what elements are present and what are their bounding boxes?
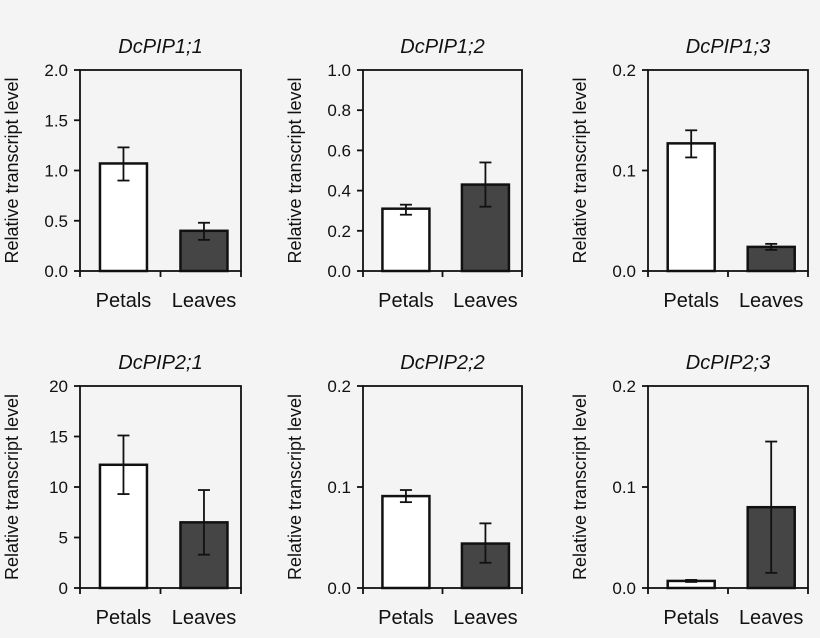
y-tick-label: 0.1 xyxy=(612,478,636,497)
y-tick-label: 10 xyxy=(49,478,68,497)
panel-title: DcPIP2;1 xyxy=(118,352,202,374)
y-tick-label: 0.8 xyxy=(327,101,351,120)
y-axis-label: Relative transcript level xyxy=(2,394,22,580)
y-tick-label: 0 xyxy=(59,579,68,598)
y-tick-label: 0.2 xyxy=(612,61,636,80)
y-axis-label: Relative transcript level xyxy=(285,394,305,580)
y-tick-label: 0.5 xyxy=(44,212,68,231)
x-tick-label: Petals xyxy=(378,290,434,312)
y-tick-label: 0.1 xyxy=(612,162,636,181)
y-tick-label: 0.2 xyxy=(327,222,351,241)
y-tick-label: 1.0 xyxy=(44,162,68,181)
x-tick-label: Petals xyxy=(96,607,152,629)
x-tick-label: Petals xyxy=(378,607,434,629)
y-axis-label: Relative transcript level xyxy=(285,77,305,263)
y-tick-label: 0.6 xyxy=(327,141,351,160)
panel-dcpip1-3: DcPIP1;3 Relative transcript level Petals L… xyxy=(570,36,809,312)
x-tick-label: Petals xyxy=(663,290,719,312)
y-tick-label: 20 xyxy=(49,377,68,396)
x-tick-label: Leaves xyxy=(453,607,518,629)
panel-dcpip1-2: DcPIP1;2 Relative transcript level Petals L… xyxy=(285,36,523,312)
y-tick-label: 1.5 xyxy=(44,111,68,130)
y-tick-label: 0.4 xyxy=(327,182,351,201)
y-tick-label: 0.0 xyxy=(44,262,68,281)
bar-petals xyxy=(666,142,716,273)
x-tick-label: Leaves xyxy=(739,607,804,629)
panel-dcpip2-3: DcPIP2;3 Relative transcript level Petals L… xyxy=(570,352,809,629)
y-axis-label: Relative transcript level xyxy=(570,77,590,263)
y-tick-label: 2.0 xyxy=(44,61,68,80)
y-tick-label: 5 xyxy=(59,529,68,548)
y-tick-label: 0.2 xyxy=(327,377,351,396)
x-tick-label: Leaves xyxy=(172,290,237,312)
panel-dcpip1-1: DcPIP1;1 Relative transcript level Petals L… xyxy=(2,36,242,312)
bar-petals xyxy=(381,494,431,590)
x-tick-label: Leaves xyxy=(172,607,237,629)
y-tick-label: 0.0 xyxy=(327,579,351,598)
y-tick-label: 0.0 xyxy=(612,262,636,281)
y-axis-label: Relative transcript level xyxy=(2,77,22,263)
y-tick-label: 0.0 xyxy=(327,262,351,281)
panel-title: DcPIP2;2 xyxy=(400,352,484,374)
y-tick-label: 0.0 xyxy=(612,579,636,598)
panel-title: DcPIP1;3 xyxy=(686,36,770,58)
x-tick-label: Leaves xyxy=(453,290,518,312)
x-tick-label: Petals xyxy=(96,290,152,312)
y-tick-label: 1.0 xyxy=(327,61,351,80)
panel-title: DcPIP1;2 xyxy=(400,36,484,58)
y-tick-label: 0.1 xyxy=(327,478,351,497)
panel-title: DcPIP2;3 xyxy=(686,352,770,374)
panel-dcpip2-2: DcPIP2;2 Relative transcript level Petals L… xyxy=(285,352,523,629)
x-tick-label: Leaves xyxy=(739,290,804,312)
panel-dcpip2-1: DcPIP2;1 Relative transcript level Petals L… xyxy=(2,352,242,629)
x-tick-label: Petals xyxy=(663,607,719,629)
y-axis-label: Relative transcript level xyxy=(570,394,590,580)
y-tick-label: 15 xyxy=(49,428,68,447)
panel-title: DcPIP1;1 xyxy=(118,36,202,58)
bar-petals xyxy=(381,207,431,273)
y-tick-label: 0.2 xyxy=(612,377,636,396)
